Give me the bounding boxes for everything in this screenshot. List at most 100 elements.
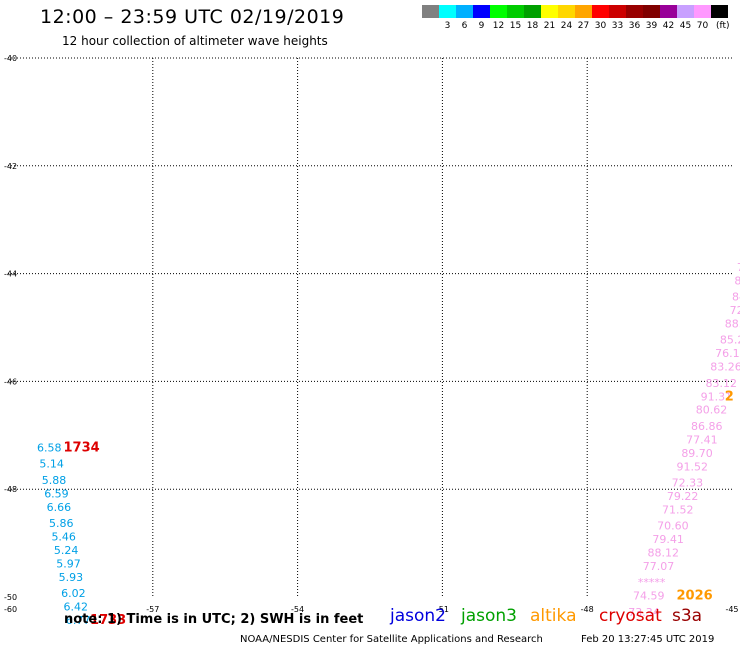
legend-swatch: [677, 5, 694, 18]
corner-tick-label: -60: [4, 605, 17, 614]
legend-swatch-label: 42: [662, 21, 675, 31]
wave-height-point: 74.59: [633, 590, 665, 603]
legend-swatch-label: 70: [696, 21, 709, 31]
wave-height-point: 80.62: [696, 404, 728, 417]
legend-swatch: [694, 5, 711, 18]
wave-height-point: 71.52: [662, 503, 694, 516]
wave-height-point: *****: [638, 576, 666, 589]
x-tick-label: -45: [725, 605, 738, 614]
legend-swatch-label: 18: [526, 21, 539, 31]
wave-height-point: 79.22: [667, 490, 699, 503]
legend-swatch-label: 36: [628, 21, 641, 31]
wave-height-point: 77.07: [643, 560, 675, 573]
wave-height-point: 6.02: [61, 587, 86, 600]
wave-height-point: 6.77: [66, 614, 91, 627]
y-tick-label: -46: [4, 377, 17, 386]
wave-height-point: 77: [737, 261, 740, 274]
wave-height-point: 6.58: [37, 441, 62, 454]
page-subtitle: 12 hour collection of altimeter wave hei…: [62, 34, 328, 48]
y-tick-label: -44: [4, 270, 17, 279]
legend-swatch-label: 9: [478, 21, 485, 31]
wave-height-point: 5.93: [59, 571, 84, 584]
legend-swatch: [439, 5, 456, 18]
legend-swatch-label: 21: [543, 21, 556, 31]
wave-height-point: 5.46: [51, 530, 76, 543]
wave-height-point: 79.41: [652, 533, 684, 546]
wave-height-point: 72.7: [730, 304, 740, 317]
wave-height-point: 5.14: [39, 458, 64, 471]
y-tick-label: -48: [4, 485, 17, 494]
wave-height-point: 5.24: [54, 544, 79, 557]
x-tick-label: -51: [436, 605, 449, 614]
satellite-legend-s3a: s3a: [672, 606, 703, 626]
legend-swatch: [524, 5, 541, 18]
pass-time-label: 1733: [90, 613, 126, 628]
chart-note: note: 1) Time is in UTC; 2) SWH is in fe…: [64, 612, 364, 627]
legend-swatch-label: 12: [492, 21, 505, 31]
legend-swatch: [456, 5, 473, 18]
legend-swatch: [490, 5, 507, 18]
wave-height-point: 89.70: [681, 447, 713, 460]
wave-height-point: 91.31: [701, 390, 733, 403]
wave-height-point: 85.24: [720, 334, 740, 347]
wave-height-point: 73.34: [628, 606, 660, 619]
wave-height-point: 85: [734, 274, 740, 287]
pass-time-label: 2026: [676, 589, 712, 604]
satellite-legend-cryosat: cryosat: [599, 606, 662, 626]
legend-swatch: [660, 5, 677, 18]
satellite-legend-altika: altika: [530, 606, 577, 626]
legend-swatch: [592, 5, 609, 18]
legend-swatch-label: 27: [577, 21, 590, 31]
legend-swatch: [575, 5, 592, 18]
footer-credit: NOAA/NESDIS Center for Satellite Applica…: [240, 634, 543, 645]
wave-height-point: 6.59: [44, 487, 68, 500]
wave-height-point: 88.12: [648, 547, 680, 560]
legend-swatch: [507, 5, 524, 18]
legend-swatch-label: 45: [679, 21, 692, 31]
wave-height-point: 76.19: [715, 347, 740, 360]
legend-swatch-label: 30: [594, 21, 607, 31]
wave-height-point: 5.88: [42, 474, 67, 487]
footer-timestamp: Feb 20 13:27:45 UTC 2019: [581, 634, 715, 645]
legend-swatch-label: 6: [461, 21, 468, 31]
x-tick-label: -54: [291, 605, 304, 614]
legend-swatch: [541, 5, 558, 18]
pass-time-label: 2: [725, 389, 734, 404]
wave-height-point: 6.42: [64, 600, 89, 613]
legend-swatch-label: 15: [509, 21, 522, 31]
wave-height-point: 6.66: [47, 501, 72, 514]
pass-time-label: 1734: [64, 440, 100, 455]
legend-unit: (ft): [716, 21, 730, 31]
legend-swatch: [609, 5, 626, 18]
wave-height-point: 5.97: [56, 557, 80, 570]
satellite-legend-jason2: jason2: [390, 606, 446, 626]
legend-swatch-label: 39: [645, 21, 658, 31]
legend-swatch-label: 3: [444, 21, 451, 31]
legend-swatch: [422, 5, 439, 18]
legend-swatch-label: 33: [611, 21, 624, 31]
satellite-legend-jason3: jason3: [461, 606, 517, 626]
legend-swatch: [643, 5, 660, 18]
legend-swatch: [558, 5, 575, 18]
page-title: 12:00 – 23:59 UTC 02/19/2019: [40, 6, 345, 28]
legend-swatch-label: 24: [560, 21, 573, 31]
wave-height-point: 84.: [732, 291, 740, 304]
color-legend-labels: 3 6 9 12 15 18 21 24 27 30 33 36 39 42 45 70: [422, 21, 728, 31]
wave-height-point: 5.86: [49, 517, 74, 530]
y-tick-label: -42: [4, 162, 17, 171]
x-tick-label: -57: [146, 605, 159, 614]
wave-height-point: 83.12: [705, 377, 737, 390]
wave-height-point: 83.26: [710, 361, 740, 374]
wave-height-point: 86.86: [691, 420, 723, 433]
y-tick-label: -50: [4, 593, 17, 602]
wave-height-point: 77.41: [686, 433, 718, 446]
legend-swatch: [626, 5, 643, 18]
y-tick-label: -40: [4, 54, 17, 63]
color-legend: [422, 5, 728, 18]
legend-swatch: [473, 5, 490, 18]
wave-height-point: 88.07: [725, 318, 740, 331]
x-tick-label: -48: [581, 605, 594, 614]
wave-height-point: 72.33: [672, 477, 704, 490]
wave-height-point: 91.52: [676, 460, 708, 473]
